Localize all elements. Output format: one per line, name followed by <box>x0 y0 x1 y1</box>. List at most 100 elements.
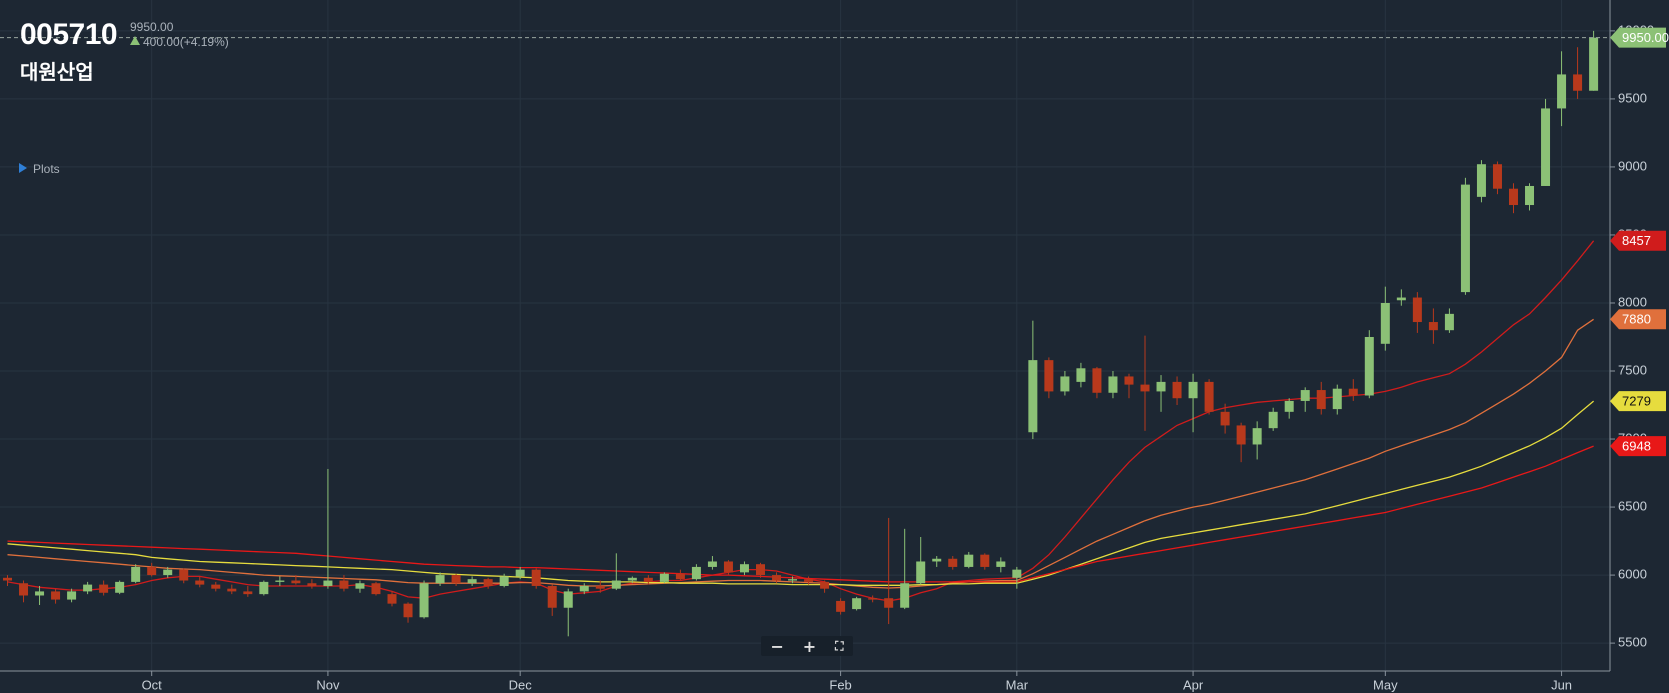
zoom-in-button[interactable]: + <box>802 636 817 656</box>
candle-body <box>451 575 461 584</box>
candle <box>932 556 942 567</box>
candle-body <box>291 580 301 584</box>
x-tick-label: Feb <box>829 677 851 692</box>
candle <box>1300 387 1310 412</box>
candle <box>1316 381 1326 415</box>
candle-body <box>1557 74 1567 109</box>
candle-body <box>1364 336 1374 396</box>
candle <box>371 581 381 596</box>
candle-body <box>1508 188 1518 206</box>
candle-body <box>836 600 846 612</box>
candle-body <box>916 561 926 584</box>
candle <box>1573 47 1583 99</box>
plots-toggle-icon[interactable] <box>19 163 27 173</box>
candle <box>1412 292 1422 333</box>
moving-average-line <box>7 318 1594 589</box>
x-tick-label: May <box>1373 677 1398 692</box>
candle <box>163 566 173 578</box>
candle-body <box>1076 368 1086 382</box>
candle <box>659 572 669 584</box>
candle-body <box>419 583 429 618</box>
candle-body <box>387 594 397 604</box>
candle <box>51 588 61 604</box>
candle <box>1557 51 1567 127</box>
candle-body <box>1380 302 1390 344</box>
price-tag <box>1610 309 1666 330</box>
candle-body <box>1316 390 1326 410</box>
candle <box>99 580 109 596</box>
candle <box>900 528 910 610</box>
zoom-out-button[interactable]: − <box>770 636 784 656</box>
candle <box>403 602 413 623</box>
candle <box>755 562 765 578</box>
candle-body <box>307 583 317 586</box>
candle-body <box>179 569 189 581</box>
candle-body <box>643 577 653 582</box>
candle <box>820 580 830 593</box>
candle-body <box>1525 185 1535 206</box>
candle-body <box>1573 74 1583 91</box>
candle-body <box>67 591 77 600</box>
candle-body <box>1172 381 1182 399</box>
candle <box>643 575 653 585</box>
candle-body <box>1140 384 1150 392</box>
candle <box>1332 384 1342 415</box>
candle <box>67 588 77 603</box>
candle-body <box>1124 376 1134 385</box>
candle-body <box>195 580 205 585</box>
price-tag-label: 6948 <box>1622 439 1651 454</box>
candle <box>1108 371 1118 399</box>
candle <box>1460 177 1470 295</box>
y-tick-label: 9000 <box>1618 158 1647 173</box>
x-tick-label: Jun <box>1551 677 1572 692</box>
stock-code: 005710 <box>20 18 118 51</box>
candle-body <box>900 583 910 608</box>
candle <box>1172 376 1182 406</box>
candle-body <box>772 575 782 581</box>
candle-body <box>1028 360 1038 433</box>
candle <box>1396 289 1406 306</box>
candle <box>307 579 317 589</box>
candle <box>868 595 878 603</box>
candle <box>1060 371 1070 396</box>
candle <box>1204 379 1214 415</box>
candle-body <box>868 598 878 600</box>
candle-body <box>595 585 605 589</box>
candle-body <box>403 603 413 618</box>
candle-body <box>1396 297 1406 301</box>
candle <box>1380 286 1390 351</box>
price-tag <box>1610 27 1666 48</box>
y-tick-label: 6000 <box>1618 567 1647 582</box>
candle-body <box>467 579 477 584</box>
candle-body <box>19 583 29 596</box>
candle <box>547 584 557 616</box>
moving-average-line <box>7 400 1595 586</box>
candle <box>1589 30 1599 91</box>
candle <box>1028 320 1038 440</box>
candle <box>707 556 717 570</box>
candle-body <box>1252 428 1262 445</box>
candle-body <box>275 580 285 582</box>
fullscreen-button[interactable]: ⛶ <box>835 638 844 653</box>
candle <box>467 576 477 586</box>
candle-body <box>99 584 109 593</box>
moving-average-line <box>7 240 1595 602</box>
plots-toggle[interactable]: Plots <box>33 162 60 176</box>
candle <box>531 568 541 589</box>
candle-body <box>659 573 669 582</box>
price-tag-label: 7880 <box>1622 312 1651 327</box>
candle-body <box>1204 381 1214 412</box>
candle-body <box>739 564 749 573</box>
candle <box>1364 330 1374 399</box>
candle-body <box>1044 360 1054 392</box>
candle <box>772 572 782 584</box>
candle-body <box>932 558 942 562</box>
y-tick-label: 6500 <box>1618 498 1647 513</box>
candle-body <box>1492 164 1502 189</box>
candle <box>691 564 701 581</box>
candle <box>243 585 253 597</box>
candle-body <box>35 591 45 596</box>
candle-body <box>531 569 541 586</box>
candle-body <box>1012 569 1022 578</box>
candle <box>147 562 157 577</box>
